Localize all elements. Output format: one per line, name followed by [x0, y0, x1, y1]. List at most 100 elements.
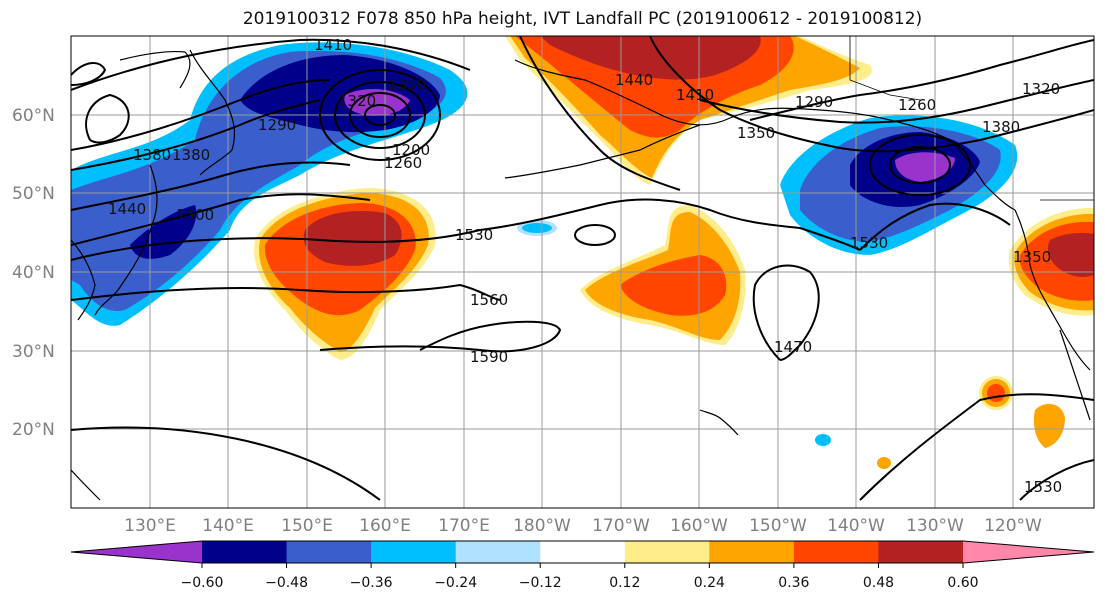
colorbar-swatch	[540, 541, 626, 563]
canada-border	[849, 36, 1094, 201]
colorbar-extension-low	[71, 541, 202, 563]
contour-label: 1410	[676, 86, 714, 104]
colorbar-swatch	[202, 541, 288, 563]
contour-label: 1380	[982, 118, 1020, 136]
graticule	[71, 36, 1094, 508]
colorbar-swatch	[709, 541, 795, 563]
contour-1290-east	[749, 39, 1094, 121]
contour-1440-west	[71, 161, 351, 211]
positive-anomaly-central-core	[303, 211, 402, 266]
positive-anomaly-alaska-core	[540, 36, 761, 80]
positive-anomaly-spot-2	[1033, 403, 1065, 448]
longitude-label: 150°E	[281, 516, 333, 536]
colorbar-tick-label: 0.36	[778, 575, 809, 591]
contour-label: 1440	[615, 71, 653, 89]
contour-label: 1380	[172, 146, 210, 164]
contour-label: 1260	[898, 96, 936, 114]
contour-1350-west	[71, 79, 331, 151]
coast-west-us	[1014, 209, 1091, 371]
coast-kamchatka	[189, 49, 236, 176]
longitude-label: 150°W	[749, 516, 807, 536]
colorbar-tick-label: 0.48	[863, 575, 894, 591]
longitude-label: 180°W	[513, 516, 571, 536]
contour-label: 1560	[470, 291, 508, 309]
map-title: 2019100312 F078 850 hPa height, IVT Land…	[242, 9, 923, 29]
contour-label: 1590	[470, 348, 508, 366]
longitude-label: 170°W	[592, 516, 650, 536]
contour-west-circle	[85, 93, 130, 144]
contour-labels: 1410 1350 1380 1320 1440 1500 1380 1290 …	[108, 36, 1062, 496]
coast-mexico	[1059, 329, 1091, 421]
hawaii	[699, 409, 739, 436]
contour-low-center-3	[349, 92, 411, 138]
colorbar-tick-label: 0.24	[694, 575, 725, 591]
longitude-label: 140°E	[202, 516, 254, 536]
longitude-label: 140°W	[827, 516, 885, 536]
colorbar-tick-label: −0.36	[350, 575, 393, 591]
height-contours	[71, 36, 1094, 501]
contour-label: 1530	[455, 226, 493, 244]
contour-1560	[71, 283, 501, 301]
contour-label: 1200	[392, 141, 430, 159]
contour-1590	[319, 320, 562, 353]
colorbar-tick-label: −0.12	[519, 575, 562, 591]
colorbar-swatch	[371, 541, 457, 563]
longitude-label: 160°E	[359, 516, 411, 536]
contour-1530-south	[71, 393, 1094, 501]
contour-label: 1350	[737, 124, 775, 142]
contour-label: 1380	[133, 146, 171, 164]
contour-1530-southeast	[1019, 459, 1094, 501]
contour-low-center-4	[364, 104, 396, 126]
contour-low-center-2	[334, 81, 426, 149]
negative-anomaly-spot-1-core	[522, 223, 552, 233]
contour-1530-east	[859, 202, 1011, 251]
contour-label: 1350	[1013, 248, 1051, 266]
negative-anomaly-max-east	[895, 152, 955, 182]
latitude-axis: 60°N 50°N 40°N 30°N 20°N	[12, 106, 55, 440]
contour-label: 1260	[384, 154, 422, 172]
contour-1410-west	[71, 38, 471, 91]
contour-label: 1320	[1022, 80, 1060, 98]
longitude-label: 130°E	[124, 516, 176, 536]
colorbar-tick-label: −0.24	[434, 575, 477, 591]
negative-anomaly-spot-2	[815, 434, 831, 446]
contour-label: 1530	[1024, 478, 1062, 496]
positive-anomaly-california-core	[1047, 232, 1094, 277]
contour-1530-main	[71, 198, 861, 261]
colorbar-swatch	[286, 541, 372, 563]
coast-alaska	[514, 59, 1016, 211]
contour-1410-east	[649, 36, 1094, 153]
longitude-axis: 130°E 140°E 150°E 160°E 170°E 180°W 170°…	[124, 516, 1042, 536]
contour-1380-west	[71, 99, 321, 171]
colorbar-tick-label: 0.12	[609, 575, 640, 591]
longitude-label: 170°E	[438, 516, 490, 536]
contour-1350-east	[699, 79, 1094, 124]
coast-okhotsk	[119, 50, 191, 89]
contour-high-small	[574, 224, 616, 246]
colorbar: −0.60 −0.48 −0.36 −0.24 −0.12 0.12 0.24 0.36 0.4…	[70, 540, 1095, 591]
positive-anomaly-spot-3	[877, 457, 891, 469]
contour-label: 1290	[795, 93, 833, 111]
positive-anomaly-east-core	[620, 255, 727, 316]
contour-1500-west	[71, 193, 371, 246]
map-frame	[70, 35, 1095, 509]
contour-label: 1440	[108, 200, 146, 218]
colorbar-tick-label: −0.48	[265, 575, 308, 591]
contour-label: 1530	[850, 234, 888, 252]
latitude-label: 30°N	[12, 342, 55, 362]
longitude-label: 160°W	[670, 516, 728, 536]
contour-label: 1500	[176, 206, 214, 224]
coast-japan	[94, 164, 158, 316]
latitude-label: 60°N	[12, 106, 55, 126]
positive-anomaly-spot-1-core	[987, 384, 1005, 402]
contour-low-center	[319, 69, 441, 161]
contour-low-alaska	[519, 36, 681, 191]
contour-1470-east	[752, 264, 820, 361]
contour-label: 1320	[338, 92, 376, 110]
colorbar-swatch	[878, 541, 964, 563]
colorbar-swatch	[624, 541, 710, 563]
contour-label: 1410	[314, 36, 352, 54]
philippines	[71, 469, 101, 501]
longitude-label: 130°W	[906, 516, 964, 536]
